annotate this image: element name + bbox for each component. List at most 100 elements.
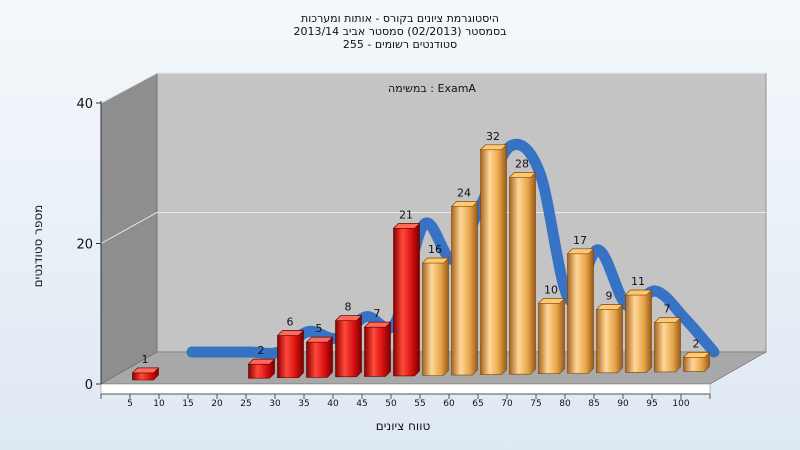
data-label: 28: [515, 157, 529, 170]
bar-top: [334, 315, 363, 321]
x-tick-label: 80: [559, 399, 571, 409]
bar-top: [479, 144, 508, 151]
data-labels: 1 2 6 5 8 7 21 16 24 32 28 10 17 9 11 7 2: [142, 130, 700, 366]
bar-body: [654, 317, 681, 373]
bar-body: [306, 336, 333, 378]
x-tick-label: 55: [414, 399, 425, 409]
bar-top: [508, 172, 537, 178]
x-axis: 5 10 15 20 25 30 35 40 45 50 55 60 65 70 75 80 85 90 95 100: [100, 393, 711, 409]
plot-front-edge: [100, 383, 711, 395]
bar: [653, 317, 682, 373]
data-label: 32: [486, 130, 500, 143]
data-label: 24: [457, 186, 471, 199]
bar: [479, 144, 508, 375]
x-tick-label: 60: [443, 399, 455, 409]
bar: [131, 367, 160, 381]
bar-top: [363, 321, 392, 328]
bar-top: [276, 330, 305, 336]
x-tick-label: 25: [240, 399, 251, 409]
bar-top: [450, 201, 479, 207]
x-tick-label: 95: [646, 399, 657, 409]
bar-top: [247, 358, 276, 365]
data-label: 10: [544, 283, 558, 296]
data-label: 2: [258, 344, 265, 357]
x-tick-label: 65: [472, 399, 483, 409]
data-label: 5: [316, 322, 323, 335]
chart-title: היסטוגרמת ציונים בקורס - אותות ומערכות ב…: [293, 12, 506, 51]
chart-annotation: במשימה : ExamA: [388, 82, 476, 95]
bar: [392, 223, 421, 377]
x-tick-label: 20: [211, 399, 223, 409]
data-label: 17: [573, 234, 587, 247]
bar-body: [625, 289, 652, 373]
bar: [276, 330, 305, 379]
title-line-2: בסמסטר (02/2013) סמסטר אביב 2013/14: [293, 25, 506, 38]
bar-top: [421, 257, 450, 264]
bar-top: [653, 317, 682, 324]
bar-body: [364, 321, 391, 377]
bar-body: [538, 298, 565, 374]
bar: [450, 201, 479, 376]
x-tick-label: 40: [327, 399, 339, 409]
bar-body: [596, 304, 623, 374]
data-label: 7: [374, 307, 381, 320]
bar-top: [595, 304, 624, 310]
data-label: 16: [428, 243, 442, 256]
data-label: 8: [345, 301, 352, 314]
gridlines: [100, 72, 766, 244]
x-tick-label: 90: [617, 399, 629, 409]
x-axis-title: טווח ציונים: [376, 419, 431, 433]
x-tick-label: 85: [588, 399, 599, 409]
bar-top: [131, 367, 160, 374]
bar-body: [567, 248, 594, 374]
x-tick-label: 30: [269, 399, 281, 409]
bar: [508, 172, 537, 375]
data-label: 6: [287, 316, 294, 329]
bar: [566, 248, 595, 374]
x-tick-label: 50: [385, 399, 397, 409]
bar: [537, 298, 566, 374]
bar-body: [277, 330, 304, 379]
bar: [334, 315, 363, 378]
gridline: [100, 72, 766, 104]
x-tick-label: 15: [182, 399, 193, 409]
title-line-3: 255 - סטודנטים רשומים: [343, 38, 457, 51]
y-tick-label: 20: [76, 238, 93, 253]
x-tick-label: 70: [501, 399, 513, 409]
data-label: 11: [631, 275, 645, 288]
bar: [247, 358, 276, 379]
x-tick-label: 75: [530, 399, 541, 409]
bar-top: [392, 223, 421, 229]
bar-top: [537, 298, 566, 304]
bar-body: [393, 223, 420, 377]
y-tick-label: 40: [76, 97, 93, 112]
bars: [131, 144, 711, 381]
x-tick-label: 35: [298, 399, 309, 409]
data-label: 21: [399, 208, 413, 221]
bar: [682, 352, 711, 372]
bar-top: [305, 336, 334, 343]
x-tick-label: 10: [153, 399, 165, 409]
bar-top: [682, 352, 711, 358]
y-axis-title: מספר סטודנטים: [31, 205, 45, 288]
bar-body: [451, 201, 478, 376]
bar-body: [480, 144, 507, 375]
bar-body: [509, 172, 536, 375]
data-label: 1: [142, 353, 149, 366]
bar-body: [422, 257, 449, 376]
bar: [595, 304, 624, 374]
title-line-1: היסטוגרמת ציונים בקורס - אותות ומערכות: [301, 12, 499, 25]
bar: [305, 336, 334, 378]
data-label: 7: [664, 303, 671, 316]
y-axis: 0 20 40: [76, 97, 102, 393]
bar: [624, 289, 653, 373]
bar-body: [335, 315, 362, 378]
gridline: [100, 212, 766, 244]
bar: [421, 257, 450, 376]
x-tick-label: 100: [672, 399, 689, 409]
data-label: 2: [693, 337, 700, 350]
x-tick-label: 5: [127, 399, 133, 409]
y-tick-label: 0: [85, 378, 93, 393]
bar-top: [566, 248, 595, 255]
